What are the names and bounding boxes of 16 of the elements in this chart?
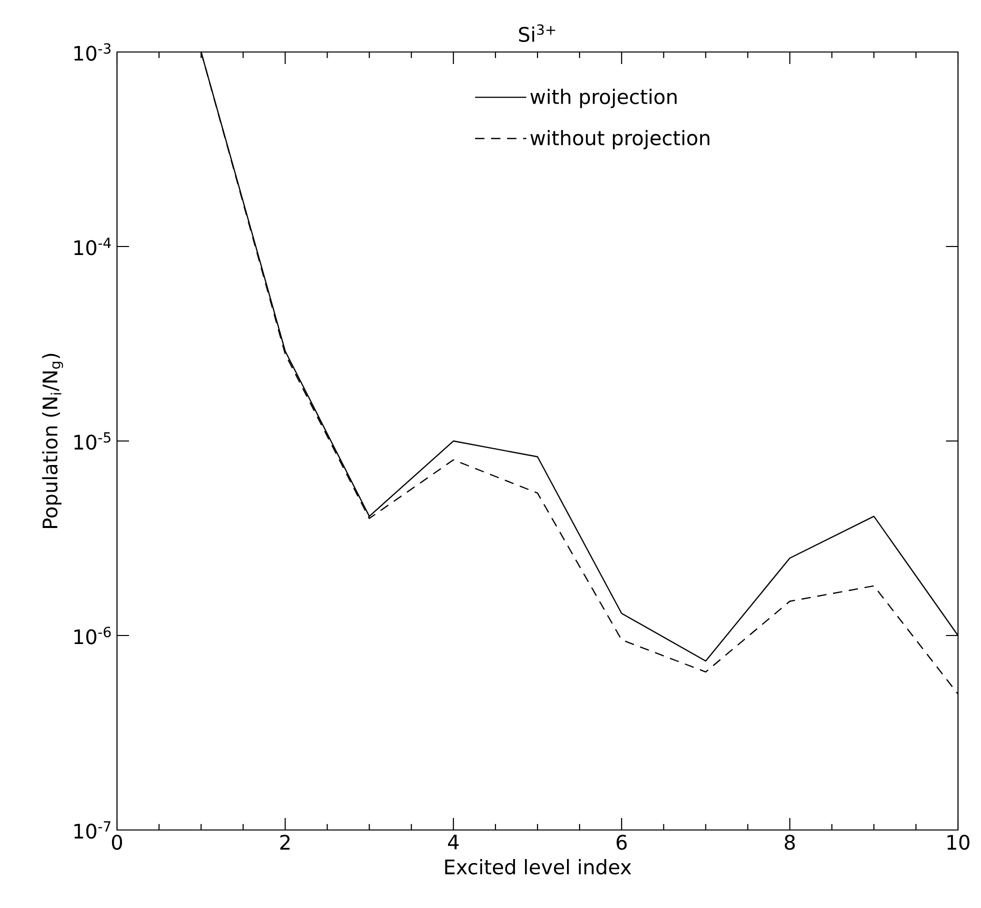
legend-label: with projection (530, 88, 677, 108)
y-tick-label: 10$^{-5}$ (74, 432, 110, 450)
y-tick-label: 10$^{-6}$ (74, 626, 111, 644)
x-tick-label: 4 (448, 834, 459, 850)
y-tick-label: 10$^{-4}$ (74, 238, 111, 256)
y-tick-label: 10$^{-7}$ (74, 821, 110, 839)
y-axis-title: Population (N$_{i}$/N$_{g}$) (42, 354, 64, 528)
x-tick-label: 0 (112, 834, 122, 850)
chart-title: Si$^{3+}$ (519, 24, 556, 42)
x-tick-label: 2 (280, 834, 290, 850)
x-tick-label: 6 (616, 834, 627, 850)
y-tick-label: 10$^{-3}$ (74, 43, 110, 61)
x-tick-label: 10 (947, 834, 970, 850)
x-tick-label: 8 (784, 834, 795, 850)
x-axis-title: Excited level index (445, 859, 632, 874)
legend-label: without projection (530, 130, 710, 150)
